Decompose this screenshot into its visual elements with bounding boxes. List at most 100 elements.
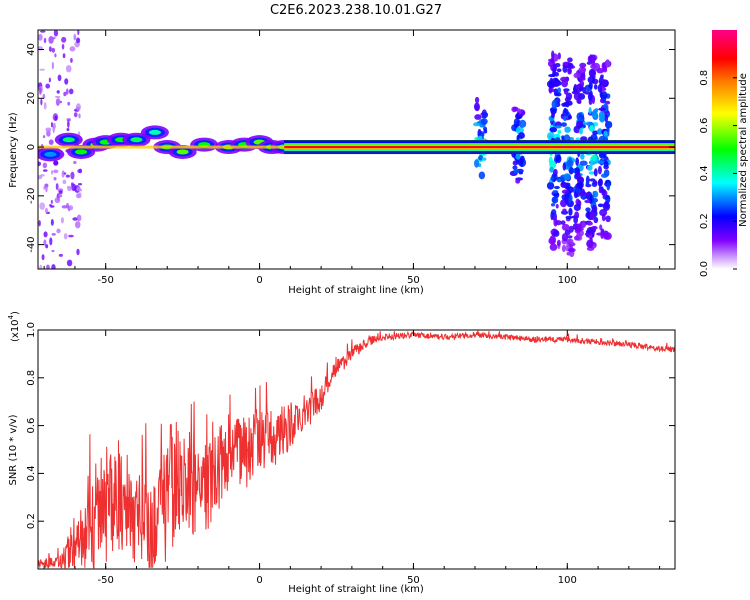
heatmap-speckle — [50, 199, 53, 205]
heatmap-spike-cell — [550, 203, 556, 207]
heatmap-spike-cell — [556, 68, 562, 73]
heatmap-spike-cell — [604, 137, 609, 141]
heatmap-speckle — [58, 194, 63, 198]
heatmap-spike-cell — [567, 66, 572, 74]
heatmap-spike-cell — [474, 159, 480, 168]
carrier-band-layer — [284, 146, 675, 149]
heatmap-spike-cell — [550, 236, 554, 245]
heatmap-spike-cell — [580, 153, 585, 160]
heatmap-spike-cell — [549, 243, 558, 251]
heatmap-speckle — [57, 74, 62, 82]
heatmap-spike-cell — [598, 110, 605, 120]
heatmap-speckle — [65, 174, 70, 178]
spectrogram-ytick-label: 0 — [26, 144, 37, 150]
heatmap-spike-cell — [585, 207, 591, 212]
heatmap-spike-cell — [584, 90, 591, 95]
heatmap-spike-cell — [598, 178, 603, 187]
heatmap-spike-cell — [550, 57, 554, 64]
heatmap-spike-cell — [474, 96, 480, 104]
heatmap-speckle — [78, 188, 83, 192]
heatmap-spike-cell — [568, 166, 574, 175]
heatmap-spike-cell — [567, 57, 573, 63]
heatmap-speckle — [43, 186, 46, 190]
heatmap-speckle — [75, 221, 81, 229]
heatmap-spike-cell — [477, 135, 483, 141]
spectrogram-ytick-label: 40 — [26, 43, 37, 56]
heatmap-spike-cell — [557, 52, 561, 60]
heatmap-spike-cell — [549, 126, 558, 133]
heatmap-spike-cell — [575, 183, 583, 190]
snr-ylabel: SNR (10 * v/v) — [8, 414, 19, 485]
heatmap-speckle — [61, 170, 65, 178]
heatmap-spike-cell — [548, 88, 555, 93]
heatmap-spike-cell — [483, 112, 489, 118]
heatmap-spike-cell — [602, 68, 608, 73]
heatmap-spike-cell — [593, 168, 598, 177]
heatmap-speckle — [61, 43, 65, 50]
heatmap-spike-cell — [592, 180, 598, 186]
snr-ytick-label: 1.0 — [26, 322, 37, 338]
heatmap-speckle — [66, 259, 73, 267]
heatmap-speckle — [65, 88, 69, 95]
heatmap-spike-cell — [577, 192, 586, 196]
heatmap-spike-cell — [567, 247, 576, 253]
heatmap-spike-cell — [606, 181, 611, 191]
heatmap-spike-cell — [578, 76, 586, 81]
heatmap-spike-cell — [597, 128, 603, 135]
heatmap-speckle — [72, 217, 79, 221]
heatmap-speckle — [55, 183, 59, 190]
spectrogram-ylabel: Frequency (Hz) — [8, 112, 19, 188]
heatmap-speckle — [46, 129, 51, 137]
heatmap-speckle — [40, 98, 43, 106]
heatmap-spike-cell — [592, 130, 599, 135]
heatmap-spike-cell — [574, 235, 580, 241]
heatmap-spike-cell — [575, 188, 582, 194]
heatmap-speckle — [67, 186, 72, 192]
heatmap-speckle — [45, 244, 49, 249]
heatmap-spike-cell — [565, 100, 570, 108]
heatmap-spike-cell — [566, 238, 574, 244]
snr-scale-label: (x104) — [7, 311, 21, 342]
heatmap-speckle — [76, 214, 82, 222]
heatmap-spike-cell — [578, 128, 583, 135]
heatmap-spike-cell — [598, 107, 606, 111]
heatmap-speckle — [49, 204, 52, 207]
heatmap-speckle — [42, 135, 46, 139]
heatmap-speckle — [69, 46, 76, 52]
heatmap-spike-cell — [518, 132, 525, 139]
heatmap-spike-cell — [586, 239, 594, 249]
heatmap-speckle — [48, 46, 52, 52]
heatmap-speckle — [39, 68, 46, 71]
heatmap-spike-cell — [552, 190, 559, 194]
snr-xtick-label: 0 — [256, 575, 262, 586]
snr-series — [38, 330, 675, 569]
heatmap-spike-cell — [553, 88, 558, 95]
heatmap-spike-cell — [599, 224, 603, 231]
spectrogram-ytick-label: -20 — [26, 188, 37, 204]
heatmap-spike-cell — [581, 221, 587, 228]
heatmap-spike-cell — [586, 221, 593, 226]
heatmap-speckle — [52, 36, 56, 40]
heatmap-speckle — [53, 177, 57, 181]
heatmap-speckle — [39, 202, 46, 210]
heatmap-spike-cell — [573, 203, 581, 211]
heatmap-spike-cell — [603, 130, 608, 137]
heatmap-spike-cell — [555, 154, 562, 164]
spectrogram-ticks: -50 0 50 100 -40 -20 0 20 40 — [26, 30, 675, 286]
heatmap-spike-cell — [515, 178, 521, 184]
heatmap-spike-cell — [550, 176, 555, 181]
heatmap-speckle — [56, 90, 60, 94]
colorbar-ticks: 0.0 0.2 0.4 0.6 0.8 — [699, 70, 737, 277]
heatmap-speckle — [73, 33, 77, 41]
heatmap-spike-cell — [597, 165, 602, 175]
heatmap-speckle — [77, 30, 80, 36]
heatmap-spike-cell — [554, 185, 560, 190]
heatmap-spike-cell — [546, 80, 555, 88]
heatmap-blob-core — [176, 149, 189, 155]
colorbar-tick-label: 0.0 — [699, 261, 710, 277]
heatmap-spike-cell — [562, 61, 569, 66]
heatmap-spike-cell — [555, 81, 560, 86]
heatmap-spike-cell — [515, 152, 521, 160]
heatmap-spike-cell — [552, 168, 558, 176]
snr-line — [38, 330, 675, 569]
